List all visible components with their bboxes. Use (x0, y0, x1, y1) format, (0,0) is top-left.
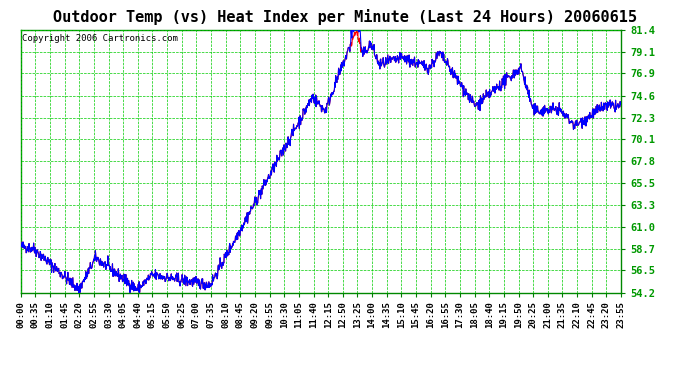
Text: Outdoor Temp (vs) Heat Index per Minute (Last 24 Hours) 20060615: Outdoor Temp (vs) Heat Index per Minute … (53, 9, 637, 26)
Text: Copyright 2006 Cartronics.com: Copyright 2006 Cartronics.com (22, 34, 178, 43)
